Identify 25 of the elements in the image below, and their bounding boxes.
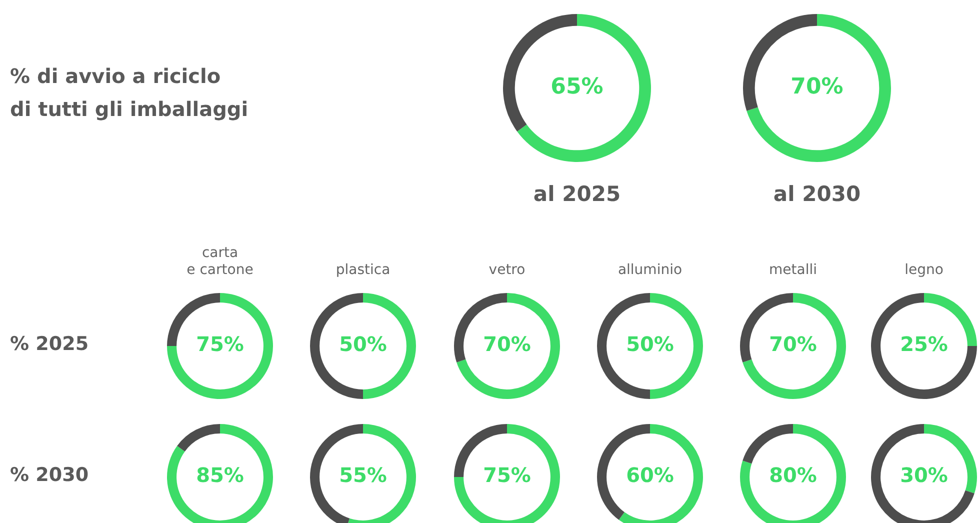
text: al 2025: [532, 182, 622, 206]
data-label: 80%: [769, 463, 817, 488]
data-label: 70%: [483, 332, 531, 356]
data-label: 55%: [339, 463, 387, 488]
text: % 2025: [10, 333, 89, 355]
data-label: 50%: [626, 332, 674, 356]
chart-title: vetro: [488, 262, 526, 279]
chart-title: carta e cartone: [186, 245, 254, 279]
data-label: 25%: [900, 332, 948, 356]
chart-title: alluminio: [616, 262, 684, 279]
data-label: 75%: [483, 463, 531, 488]
text: % di avvio a riciclo di tutti gli imballaggi: [10, 63, 248, 123]
data-label: 50%: [339, 332, 387, 356]
data-label: 70%: [769, 332, 817, 356]
data-label: 60%: [626, 463, 674, 488]
chart-title: metalli: [768, 262, 818, 279]
text: al 2030: [772, 182, 862, 206]
data-label: 30%: [900, 463, 948, 488]
data-label: 70%: [790, 74, 844, 100]
data-label: 85%: [196, 463, 244, 488]
data-label: 65%: [550, 74, 604, 100]
text: % 2030: [10, 464, 89, 486]
chart-title: plastica: [334, 262, 392, 279]
chart-title: legno: [904, 262, 944, 279]
data-label: 75%: [196, 332, 244, 356]
